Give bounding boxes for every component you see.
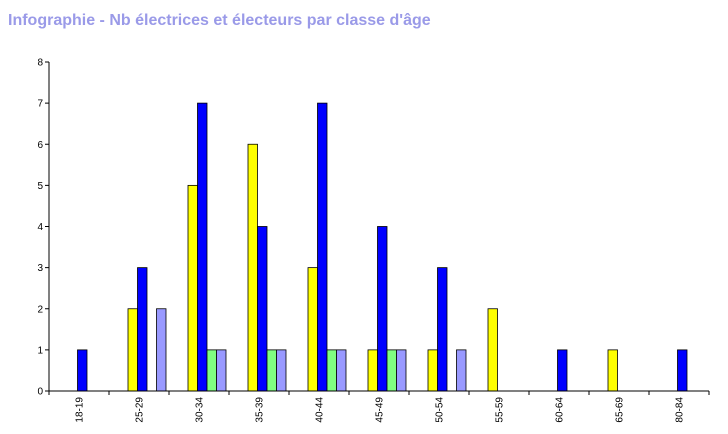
- bars-group: [77, 102, 688, 392]
- y-tick-label: 1: [37, 345, 43, 356]
- bar-40-44-s3: [326, 349, 337, 392]
- bar-50-54-s4: [456, 349, 467, 392]
- bar-25-29-s1: [127, 308, 138, 392]
- bar-18-19-s2: [77, 349, 88, 392]
- y-tick-label: 5: [37, 181, 43, 192]
- x-tick-label: 30-34: [195, 397, 206, 423]
- x-tick-label: 40-44: [315, 397, 326, 423]
- x-tick-label: 65-69: [615, 397, 626, 423]
- x-tick-label: 55-59: [495, 397, 506, 423]
- bar-80-84-s2: [677, 349, 688, 392]
- x-tick-label: 35-39: [255, 397, 266, 423]
- bar-30-34-s3: [206, 349, 217, 392]
- bar-50-54-s1: [427, 349, 438, 392]
- bar-45-49-s4: [396, 349, 407, 392]
- bar-30-34-s1: [187, 184, 198, 392]
- bar-40-44-s1: [307, 267, 318, 392]
- y-tick-label: 6: [37, 140, 43, 151]
- y-tick-label: 7: [37, 99, 43, 110]
- axes-group: 0 1 2 3 4 5 6 7 8 18-19 25-29 30-34 35-39 40-44 45-49 5…: [37, 58, 710, 423]
- y-tick-label: 3: [37, 263, 43, 274]
- y-tick-label: 4: [37, 222, 43, 233]
- bar-65-69-s1: [607, 349, 618, 392]
- x-tick-label: 80-84: [675, 397, 686, 423]
- bar-25-29-s4: [156, 308, 167, 392]
- y-tick-label: 2: [37, 304, 43, 315]
- x-tick-label: 25-29: [135, 397, 146, 423]
- bar-40-44-s4: [336, 349, 347, 392]
- chart-title: Infographie - Nb électrices et électeurs…: [8, 12, 431, 29]
- x-tick-label: 18-19: [75, 397, 86, 423]
- bar-35-39-s1: [247, 143, 258, 392]
- bar-45-49-s1: [367, 349, 378, 392]
- bar-55-59-s1: [487, 308, 498, 392]
- y-tick-label: 8: [37, 58, 43, 69]
- bar-35-39-s3: [266, 349, 277, 392]
- bar-50-54-s2: [437, 267, 448, 392]
- bar-35-39-s2: [257, 226, 268, 392]
- bar-45-49-s3: [386, 349, 397, 392]
- x-tick-label: 50-54: [435, 397, 446, 423]
- x-tick-label: 60-64: [555, 397, 566, 423]
- x-tick-label: 45-49: [375, 397, 386, 423]
- bar-30-34-s4: [216, 349, 227, 392]
- bar-60-64-s2: [557, 349, 568, 392]
- bar-25-29-s2: [137, 267, 148, 392]
- bar-40-44-s2: [317, 102, 328, 392]
- y-tick-label: 0: [37, 387, 43, 398]
- bar-30-34-s2: [197, 102, 208, 392]
- bar-35-39-s4: [276, 349, 287, 392]
- bar-45-49-s2: [377, 226, 388, 392]
